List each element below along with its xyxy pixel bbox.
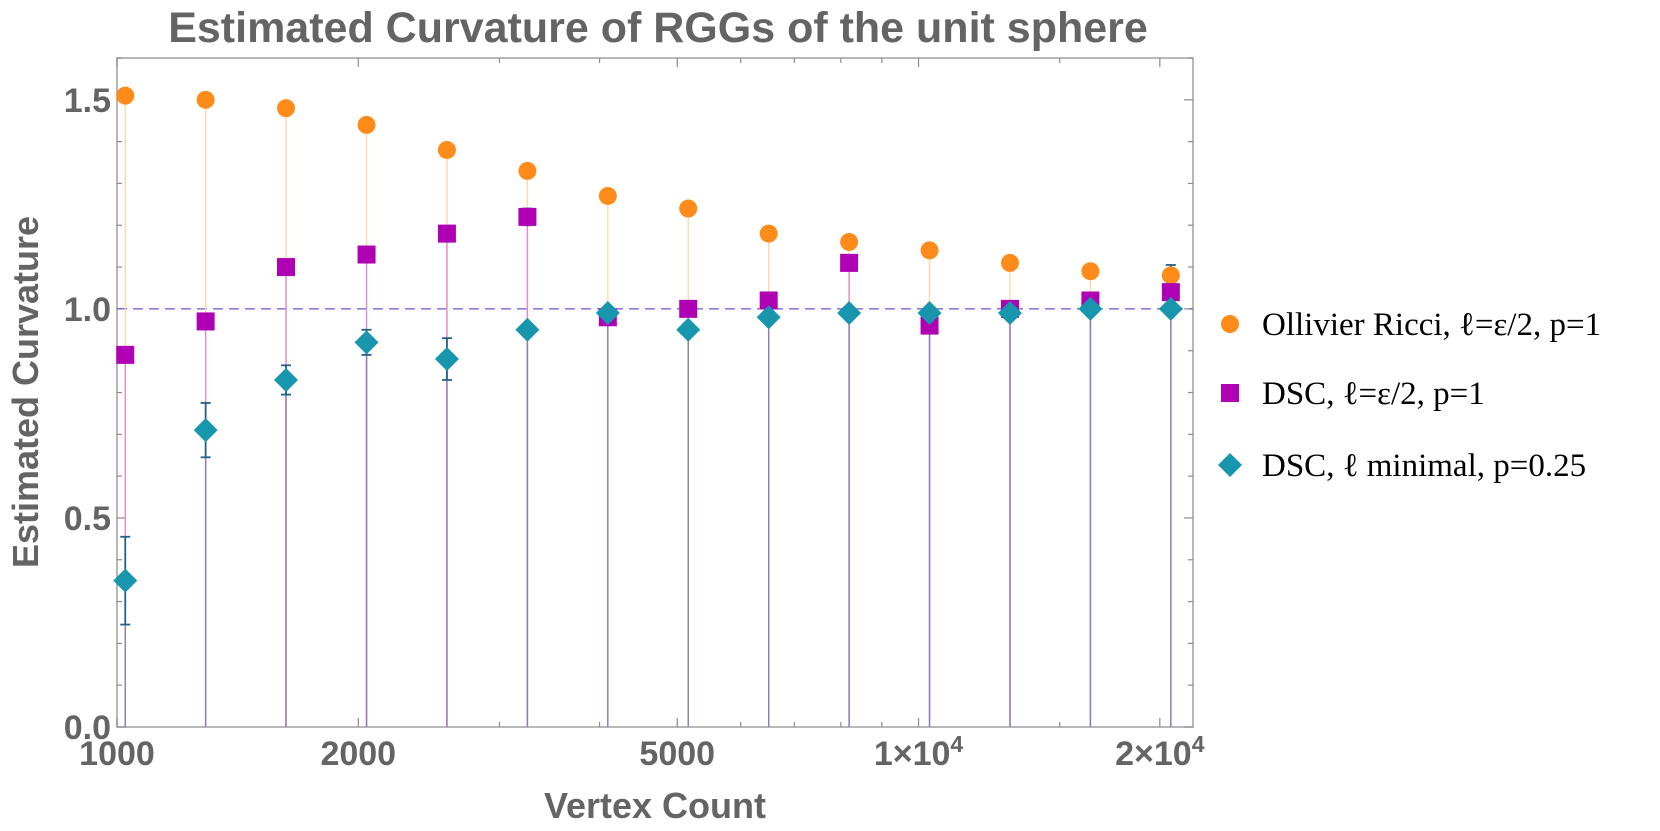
data-point-square bbox=[437, 224, 456, 243]
data-point-square bbox=[1161, 283, 1180, 302]
data-point-diamond bbox=[837, 301, 862, 326]
data-point-diamond bbox=[274, 367, 299, 392]
data-point-circle bbox=[1161, 266, 1180, 285]
data-point-square bbox=[196, 312, 215, 331]
data-point-circle bbox=[116, 86, 135, 105]
plot-frame bbox=[116, 57, 1194, 728]
data-point-circle bbox=[920, 241, 939, 260]
x-axis-label: Vertex Count bbox=[544, 785, 766, 826]
data-point-square bbox=[518, 207, 537, 226]
data-point-circle bbox=[679, 199, 698, 218]
x-tick-exponent: 4 bbox=[1192, 731, 1205, 757]
data-point-diamond bbox=[193, 418, 218, 443]
data-point-square bbox=[920, 316, 939, 335]
data-point-circle bbox=[518, 161, 537, 180]
y-tick-label: 1.0 bbox=[64, 291, 111, 329]
x-tick-exponent: 4 bbox=[950, 731, 963, 757]
data-point-circle bbox=[840, 232, 859, 251]
data-point-square bbox=[679, 299, 698, 318]
data-point-circle bbox=[1081, 262, 1100, 281]
data-point-square bbox=[357, 245, 376, 264]
legend-marker-square bbox=[1221, 384, 1239, 402]
x-axis-ticks: 1000 2000 5000 1×104 2×104 bbox=[79, 58, 1205, 773]
data-point-circle bbox=[759, 224, 778, 243]
data-point-diamond bbox=[515, 317, 540, 342]
y-axis-label: Estimated Curvature bbox=[5, 216, 46, 568]
data-point-circle bbox=[1000, 253, 1019, 272]
data-point-diamond bbox=[1078, 296, 1103, 321]
data-point-circle bbox=[437, 140, 456, 159]
legend: Ollivier Ricci, ℓ=ε/2, p=1 DSC, ℓ=ε/2, p=… bbox=[1218, 307, 1601, 484]
data-point-circle bbox=[598, 186, 617, 205]
data-point-diamond bbox=[113, 568, 138, 593]
data-point-diamond bbox=[1158, 296, 1183, 321]
data-point-diamond bbox=[434, 347, 459, 372]
x-tick-label: 5000 bbox=[639, 735, 715, 773]
data-point-diamond bbox=[676, 317, 701, 342]
data-point-diamond bbox=[354, 330, 379, 355]
legend-label: Ollivier Ricci, ℓ=ε/2, p=1 bbox=[1262, 307, 1601, 343]
y-tick-label: 1.5 bbox=[64, 82, 111, 120]
markers-group bbox=[113, 86, 1183, 593]
data-point-square bbox=[840, 253, 859, 272]
data-point-diamond bbox=[917, 301, 942, 326]
y-axis-ticks: 0.0 0.5 1.0 1.5 bbox=[64, 57, 1193, 747]
data-point-square bbox=[759, 291, 778, 310]
data-point-diamond bbox=[997, 301, 1022, 326]
y-tick-label: 0.5 bbox=[64, 500, 111, 538]
data-point-circle bbox=[196, 90, 215, 109]
legend-marker-diamond bbox=[1218, 453, 1242, 477]
data-point-diamond bbox=[756, 305, 781, 330]
y-tick-label: 0.0 bbox=[64, 709, 111, 747]
x-tick-label: 2×104 bbox=[1115, 731, 1205, 773]
legend-label: DSC, ℓ minimal, p=0.25 bbox=[1262, 448, 1586, 484]
x-tick-label: 2000 bbox=[320, 735, 396, 773]
data-point-circle bbox=[357, 115, 376, 134]
data-point-square bbox=[116, 345, 135, 364]
legend-label: DSC, ℓ=ε/2, p=1 bbox=[1262, 376, 1485, 412]
stems-group bbox=[124, 95, 1172, 727]
x-tick-label: 1000 bbox=[79, 735, 155, 773]
data-point-square bbox=[277, 258, 296, 277]
x-tick-label: 1×104 bbox=[874, 731, 964, 773]
data-point-diamond bbox=[595, 301, 620, 326]
legend-marker-circle bbox=[1221, 315, 1239, 333]
chart-title: Estimated Curvature of RGGs of the unit … bbox=[168, 4, 1148, 52]
data-point-circle bbox=[277, 99, 296, 118]
